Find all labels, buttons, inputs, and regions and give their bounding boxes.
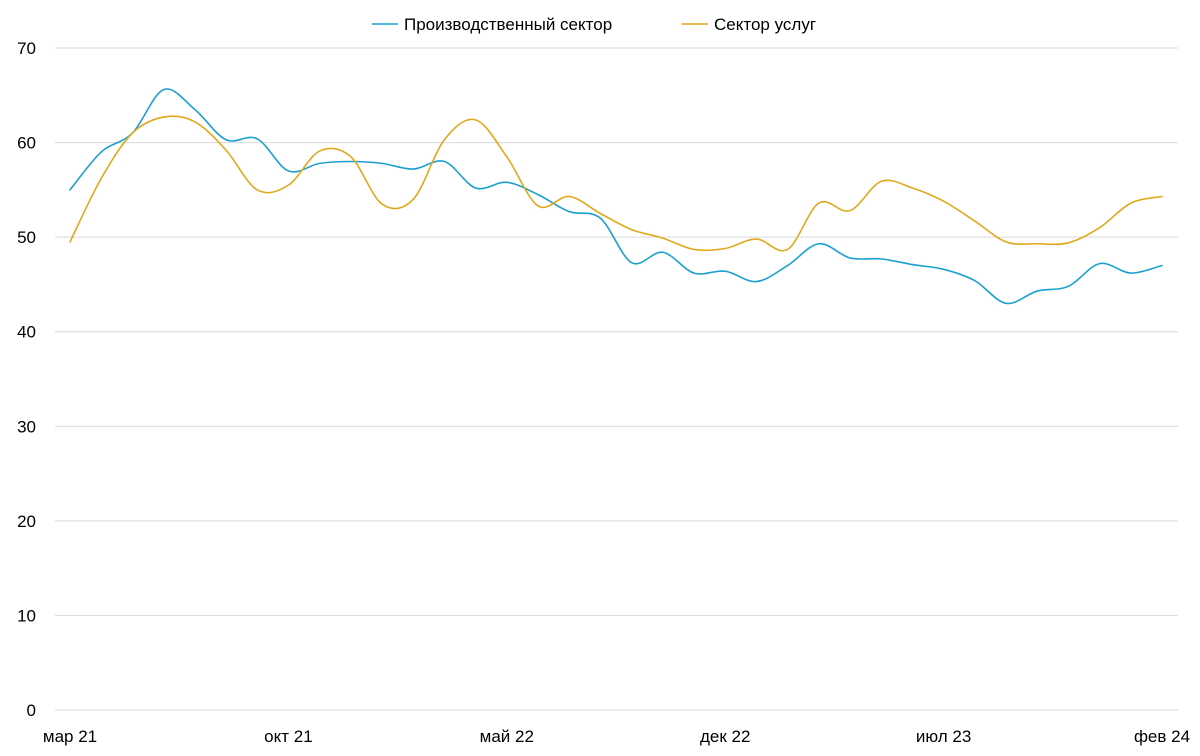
- x-tick-label: дек 22: [700, 727, 750, 746]
- series-line-services: [69, 115, 1163, 252]
- series-lines: [69, 88, 1163, 305]
- y-tick-label: 70: [17, 39, 36, 58]
- legend: Производственный сектор Сектор услуг: [372, 15, 816, 34]
- y-tick-label: 40: [17, 323, 36, 342]
- x-tick-label: окт 21: [264, 727, 313, 746]
- y-tick-label: 10: [17, 606, 36, 625]
- x-tick-label: фев 24: [1134, 727, 1190, 746]
- y-tick-label: 50: [17, 228, 36, 247]
- y-tick-label: 60: [17, 134, 36, 153]
- series-line-production: [69, 88, 1163, 305]
- legend-label-services: Сектор услуг: [714, 15, 816, 34]
- y-tick-label: 20: [17, 512, 36, 531]
- legend-label-production: Производственный сектор: [404, 15, 612, 34]
- gridlines: [55, 47, 1178, 711]
- x-tick-label: май 22: [480, 727, 534, 746]
- x-tick-label: мар 21: [43, 727, 97, 746]
- y-axis-ticks: 0 10 20 30 40 50 60 70: [17, 39, 36, 720]
- x-axis-ticks: мар 21 окт 21 май 22 дек 22 июл 23 фев 24: [43, 727, 1190, 746]
- y-tick-label: 30: [17, 417, 36, 436]
- x-tick-label: июл 23: [916, 727, 971, 746]
- y-tick-label: 0: [27, 701, 36, 720]
